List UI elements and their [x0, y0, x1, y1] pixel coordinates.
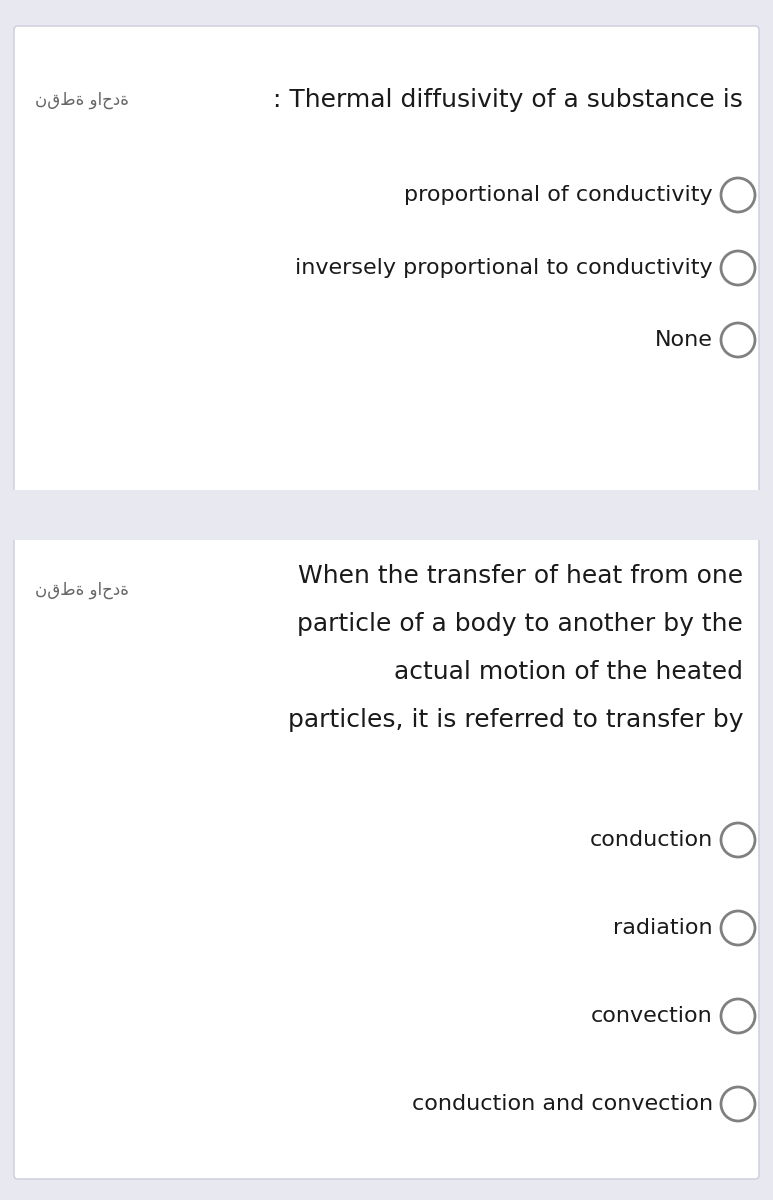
Text: proportional of conductivity: proportional of conductivity — [404, 185, 713, 205]
Text: actual motion of the heated: actual motion of the heated — [394, 660, 743, 684]
Text: None: None — [656, 330, 713, 350]
Text: When the transfer of heat from one: When the transfer of heat from one — [298, 564, 743, 588]
Text: : Thermal diffusivity of a substance is: : Thermal diffusivity of a substance is — [273, 88, 743, 112]
Text: نقطة واحدة: نقطة واحدة — [35, 581, 129, 599]
Text: conduction: conduction — [590, 830, 713, 850]
Text: inversely proportional to conductivity: inversely proportional to conductivity — [295, 258, 713, 278]
Bar — [0, 490, 773, 540]
Text: convection: convection — [591, 1006, 713, 1026]
FancyBboxPatch shape — [14, 536, 759, 1178]
Text: نقطة واحدة: نقطة واحدة — [35, 91, 129, 109]
FancyBboxPatch shape — [14, 26, 759, 494]
Text: conduction and convection: conduction and convection — [412, 1094, 713, 1114]
Text: particle of a body to another by the: particle of a body to another by the — [297, 612, 743, 636]
Text: particles, it is referred to transfer by: particles, it is referred to transfer by — [288, 708, 743, 732]
Text: radiation: radiation — [613, 918, 713, 938]
